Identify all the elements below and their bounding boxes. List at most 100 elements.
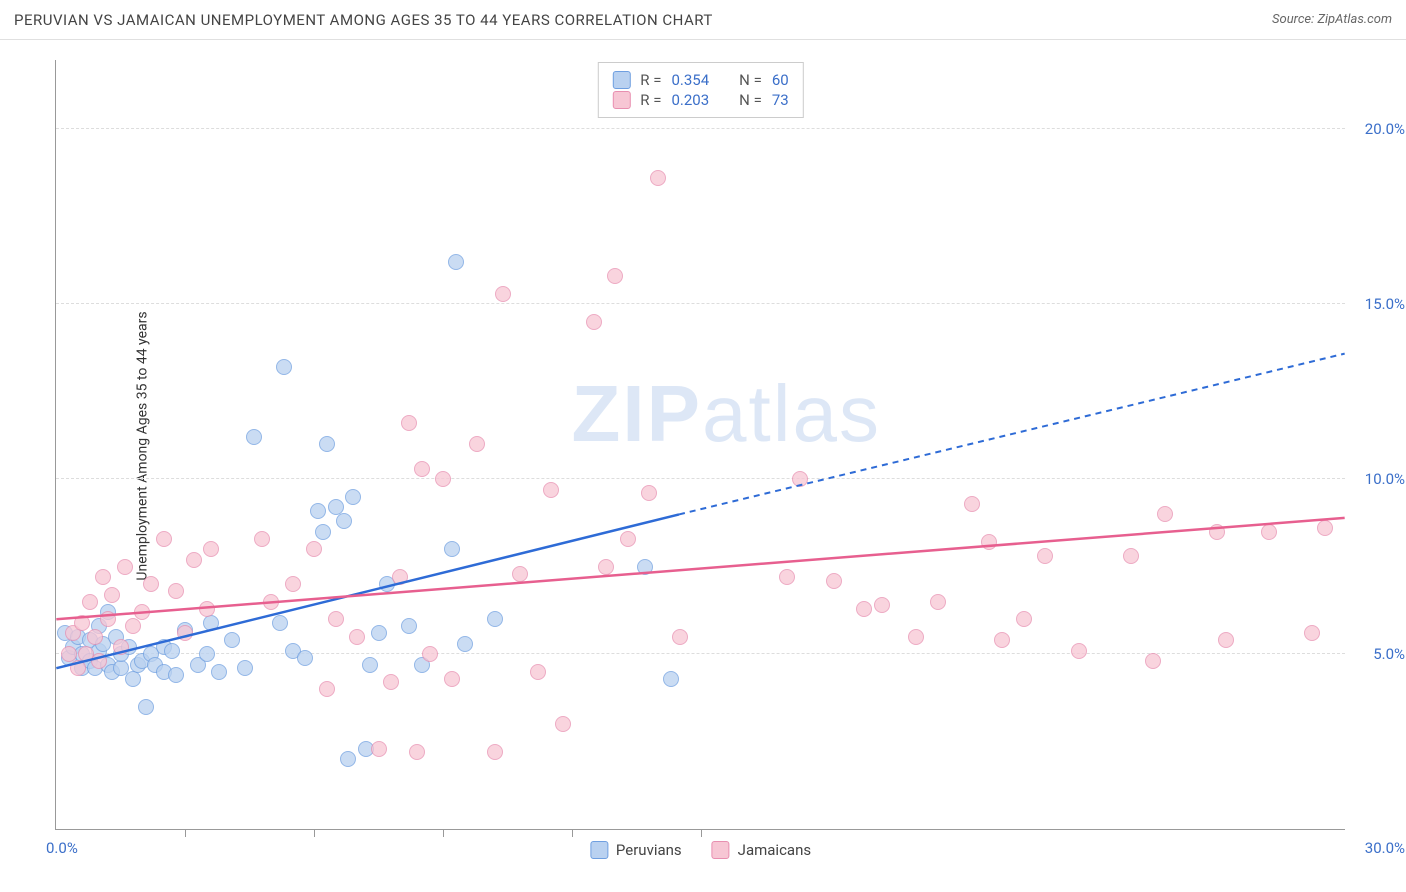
point-jamaican (435, 471, 451, 487)
point-jamaican (156, 531, 172, 547)
point-jamaican (82, 594, 98, 610)
point-peruvian (246, 429, 262, 445)
point-peruvian (448, 254, 464, 270)
point-peruvian (203, 615, 219, 631)
point-peruvian (138, 699, 154, 715)
r-value-peruvians: 0.354 (671, 71, 709, 89)
r-label: R = (640, 71, 661, 89)
x-axis-max-label: 30.0% (1365, 839, 1405, 857)
point-peruvian (319, 436, 335, 452)
watermark-light: atlas (702, 369, 881, 458)
chart-header: PERUVIAN VS JAMAICAN UNEMPLOYMENT AMONG … (0, 0, 1406, 40)
swatch-jamaicans (712, 841, 730, 859)
r-label: R = (640, 91, 661, 109)
y-tick-label: 10.0% (1365, 470, 1405, 488)
point-jamaican (792, 471, 808, 487)
source-attribution: Source: ZipAtlas.com (1272, 12, 1392, 27)
point-jamaican (349, 629, 365, 645)
point-peruvian (637, 559, 653, 575)
source-label: Source: (1272, 12, 1314, 27)
point-jamaican (1037, 548, 1053, 564)
point-jamaican (117, 559, 133, 575)
point-jamaican (641, 485, 657, 501)
legend-row-jamaicans: R = 0.203 N = 73 (612, 91, 788, 109)
point-jamaican (134, 604, 150, 620)
x-axis-origin-label: 0.0% (46, 839, 78, 857)
point-jamaican (285, 576, 301, 592)
x-tick-mark (185, 829, 186, 837)
point-jamaican (1261, 524, 1277, 540)
watermark-bold: ZIP (572, 369, 702, 458)
gridline-h (56, 128, 1345, 129)
n-label: N = (739, 71, 762, 89)
point-jamaican (1016, 611, 1032, 627)
point-jamaican (1317, 520, 1333, 536)
point-jamaican (779, 569, 795, 585)
point-peruvian (297, 650, 313, 666)
point-jamaican (319, 681, 335, 697)
point-jamaican (328, 611, 344, 627)
gridline-h (56, 478, 1345, 479)
point-peruvian (663, 671, 679, 687)
point-jamaican (401, 415, 417, 431)
point-peruvian (310, 503, 326, 519)
point-jamaican (383, 674, 399, 690)
point-jamaican (125, 618, 141, 634)
swatch-jamaicans (612, 91, 630, 109)
x-tick-mark (314, 829, 315, 837)
point-jamaican (930, 594, 946, 610)
x-tick-mark (443, 829, 444, 837)
point-jamaican (530, 664, 546, 680)
point-jamaican (469, 436, 485, 452)
point-jamaican (104, 587, 120, 603)
n-value-peruvians: 60 (772, 71, 789, 89)
point-peruvian (487, 611, 503, 627)
point-jamaican (495, 286, 511, 302)
point-peruvian (371, 625, 387, 641)
trendline-jamaicans (56, 518, 1344, 619)
point-jamaican (555, 716, 571, 732)
point-jamaican (620, 531, 636, 547)
y-tick-label: 20.0% (1365, 120, 1405, 138)
point-peruvian (444, 541, 460, 557)
point-jamaican (263, 594, 279, 610)
watermark: ZIPatlas (572, 368, 881, 460)
point-jamaican (392, 569, 408, 585)
series-name-jamaicans: Jamaicans (738, 841, 811, 859)
point-peruvian (272, 615, 288, 631)
point-peruvian (224, 632, 240, 648)
point-jamaican (1218, 632, 1234, 648)
point-jamaican (1123, 548, 1139, 564)
point-jamaican (203, 541, 219, 557)
point-jamaican (87, 629, 103, 645)
gridline-h (56, 303, 1345, 304)
point-jamaican (586, 314, 602, 330)
point-jamaican (168, 583, 184, 599)
point-jamaican (994, 632, 1010, 648)
point-peruvian (457, 636, 473, 652)
point-jamaican (964, 496, 980, 512)
point-jamaican (444, 671, 460, 687)
point-jamaican (826, 573, 842, 589)
point-jamaican (650, 170, 666, 186)
point-peruvian (315, 524, 331, 540)
trendline-peruvians-extrapolated (679, 354, 1345, 515)
source-name: ZipAtlas.com (1317, 12, 1392, 27)
point-peruvian (362, 657, 378, 673)
point-jamaican (371, 741, 387, 757)
point-jamaican (91, 653, 107, 669)
point-jamaican (177, 625, 193, 641)
legend-item-jamaicans: Jamaicans (712, 841, 811, 859)
x-tick-mark (701, 829, 702, 837)
point-jamaican (409, 744, 425, 760)
trend-lines-layer (56, 60, 1345, 829)
correlation-legend: R = 0.354 N = 60 R = 0.203 N = 73 (597, 62, 803, 118)
point-jamaican (1157, 506, 1173, 522)
point-peruvian (401, 618, 417, 634)
point-jamaican (487, 744, 503, 760)
point-peruvian (336, 513, 352, 529)
point-jamaican (113, 639, 129, 655)
series-name-peruvians: Peruvians (616, 841, 682, 859)
point-jamaican (981, 534, 997, 550)
point-peruvian (164, 643, 180, 659)
